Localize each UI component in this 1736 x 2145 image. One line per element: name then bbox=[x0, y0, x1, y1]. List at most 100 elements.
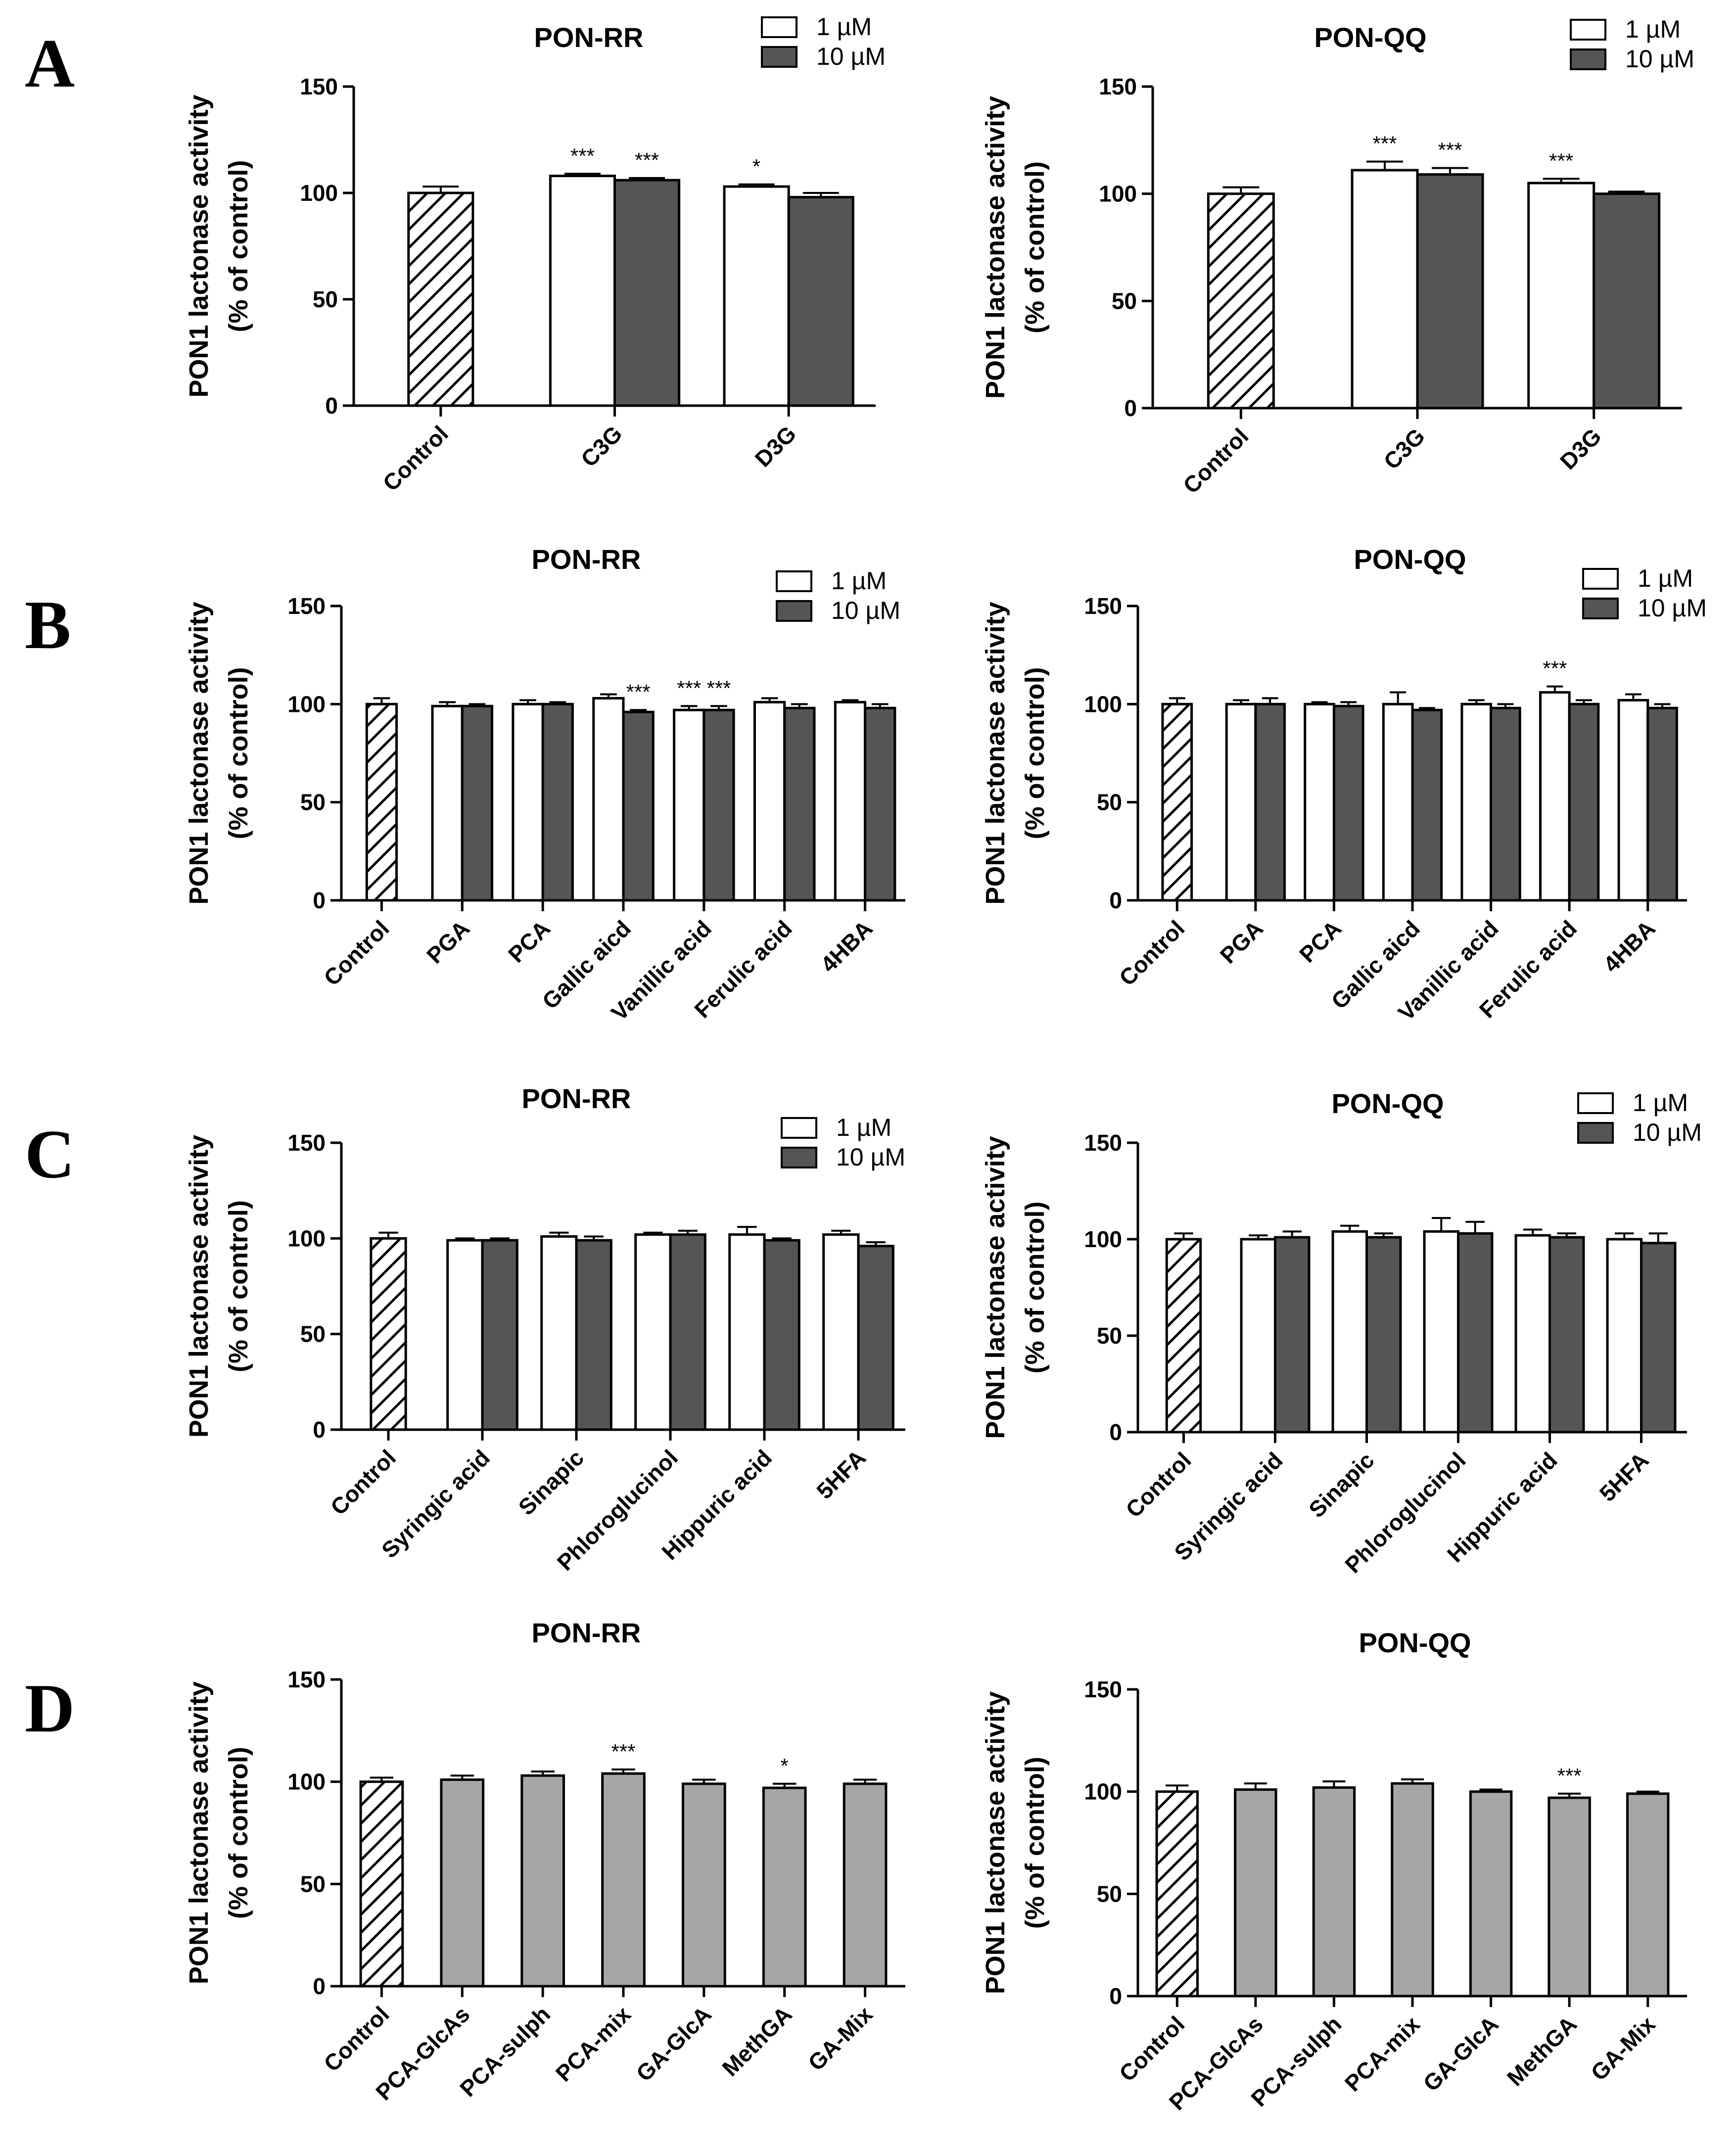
significance-label: *** bbox=[706, 676, 731, 699]
y-axis-label: PON1 lactonase activity bbox=[981, 1136, 1010, 1439]
x-category-label: Control bbox=[1178, 423, 1253, 498]
y-tick-label: 0 bbox=[1109, 1983, 1122, 2009]
panel-letter-c: C bbox=[25, 1116, 75, 1193]
x-category-label: Control bbox=[1114, 915, 1189, 990]
legend-swatch bbox=[781, 1117, 817, 1139]
legend-label: 10 µM bbox=[816, 43, 886, 70]
bar-10um bbox=[1411, 708, 1443, 902]
panel-letter-a: A bbox=[25, 25, 75, 102]
bar-10um bbox=[1332, 704, 1364, 902]
x-category-label: PCA bbox=[503, 915, 555, 967]
y-tick-label: 100 bbox=[287, 1225, 326, 1251]
x-category-label: GA-GlcA bbox=[631, 2001, 716, 2086]
x-category-label: Control bbox=[326, 1445, 401, 1520]
bar-1um bbox=[843, 1782, 888, 1988]
y-tick-label: 50 bbox=[300, 1871, 326, 1897]
x-category-label: PCA-mix bbox=[551, 2001, 636, 2087]
legend-label: 1 µM bbox=[1625, 15, 1681, 43]
significance-label: * bbox=[781, 1754, 789, 1777]
y-tick-label: 0 bbox=[313, 1973, 326, 1999]
y-tick-label: 50 bbox=[300, 790, 326, 815]
chart-title: PON-RR bbox=[534, 22, 644, 53]
y-axis-label: PON1 lactonase activity bbox=[184, 94, 214, 397]
x-category-label: PCA bbox=[1294, 915, 1346, 967]
legend-swatch bbox=[776, 570, 812, 592]
bar-1um bbox=[1514, 1234, 1551, 1434]
bar-control bbox=[1207, 192, 1275, 410]
bar-10um bbox=[613, 179, 681, 407]
y-tick-label: 0 bbox=[313, 1417, 326, 1443]
chart-title: PON-RR bbox=[532, 1617, 641, 1648]
chart-c-qq: PON-QQ PON1 lactonase activity (% of contr… bbox=[981, 1088, 1702, 1578]
x-category-label: D3G bbox=[1555, 423, 1606, 474]
bar-1um bbox=[1460, 702, 1493, 902]
bar-control bbox=[365, 702, 398, 902]
y-tick-label: 50 bbox=[1097, 1323, 1122, 1349]
x-category-label: Control bbox=[319, 2001, 394, 2076]
y-tick-label: 150 bbox=[287, 1667, 326, 1692]
bar-10um bbox=[481, 1239, 518, 1431]
y-tick-label: 50 bbox=[1097, 1881, 1122, 1907]
legend-swatch bbox=[1570, 19, 1606, 41]
x-category-label: PCA-mix bbox=[1340, 2011, 1425, 2097]
bar-1um bbox=[1391, 1782, 1434, 1998]
legend-label: 1 µM bbox=[836, 1114, 891, 1141]
legend-swatch bbox=[761, 16, 798, 38]
bar-1um bbox=[822, 1233, 860, 1431]
x-category-label: PGA bbox=[1215, 915, 1268, 968]
y-axis-label-line2: (% of control) bbox=[224, 667, 253, 839]
bar-1um bbox=[1606, 1238, 1643, 1434]
legend-label: 10 µM bbox=[1638, 594, 1707, 622]
x-category-label: Control bbox=[1121, 1447, 1196, 1522]
bar-10um bbox=[1490, 706, 1521, 902]
y-axis-label: PON1 lactonase activity bbox=[981, 1691, 1010, 1994]
y-axis-label-line2: (% of control) bbox=[1020, 161, 1050, 333]
legend-label: 10 µM bbox=[1625, 45, 1694, 73]
bar-control bbox=[359, 1780, 404, 1988]
x-category-label: 5HFA bbox=[1595, 1447, 1654, 1506]
significance-label: *** bbox=[611, 1740, 635, 1763]
legend-label: 1 µM bbox=[816, 13, 872, 41]
bar-1um bbox=[512, 702, 544, 902]
bar-1um bbox=[1234, 1788, 1277, 1998]
y-axis-label: PON1 lactonase activity bbox=[981, 602, 1010, 904]
x-category-label: Control bbox=[319, 915, 394, 990]
legend-label: 10 µM bbox=[836, 1143, 905, 1171]
y-axis-label-line2: (% of control) bbox=[1020, 1202, 1050, 1374]
y-tick-label: 0 bbox=[1109, 1419, 1122, 1445]
bar-control bbox=[407, 191, 474, 407]
bar-1um bbox=[673, 708, 705, 902]
legend-label: 1 µM bbox=[1638, 564, 1693, 592]
bar-10um bbox=[864, 706, 896, 902]
bar-10um bbox=[1593, 192, 1661, 410]
panel-letter-d: D bbox=[25, 1670, 75, 1747]
charts-layer: PON-RR PON1 lactonase activity (% of contr… bbox=[184, 13, 1707, 2115]
x-category-label: 4HBA bbox=[1598, 915, 1660, 977]
y-tick-label: 0 bbox=[1109, 887, 1122, 913]
bar-10um bbox=[1274, 1236, 1311, 1434]
bar-10um bbox=[787, 196, 854, 407]
y-tick-label: 100 bbox=[300, 180, 338, 206]
x-category-label: GA-GlcA bbox=[1418, 2011, 1503, 2096]
y-tick-label: 150 bbox=[1099, 74, 1137, 99]
chart-c-rr: PON-RR PON1 lactonase activity (% of contr… bbox=[184, 1083, 905, 1576]
significance-label: *** bbox=[635, 148, 659, 172]
chart-title: PON-QQ bbox=[1331, 1088, 1444, 1119]
legend-swatch bbox=[781, 1147, 817, 1168]
legend-label: 1 µM bbox=[1633, 1089, 1688, 1117]
y-tick-label: 100 bbox=[1084, 691, 1122, 717]
x-category-label: GA-Mix bbox=[803, 2001, 878, 2076]
significance-label: *** bbox=[1557, 1764, 1582, 1787]
chart-b-rr: PON-RR PON1 lactonase activity (% of contr… bbox=[184, 544, 905, 1026]
y-tick-label: 50 bbox=[1112, 288, 1137, 314]
legend-swatch bbox=[1582, 598, 1619, 619]
bar-1um bbox=[1331, 1230, 1368, 1434]
x-category-label: PGA bbox=[422, 915, 474, 968]
y-axis-label-line2: (% of control) bbox=[224, 160, 253, 332]
legend-swatch bbox=[1577, 1122, 1614, 1144]
bar-1um bbox=[1626, 1792, 1670, 1998]
significance-label: *** bbox=[1438, 139, 1462, 162]
chart-d-rr: PON-RR PON1 lactonase activity (% of contr… bbox=[184, 1617, 905, 2105]
